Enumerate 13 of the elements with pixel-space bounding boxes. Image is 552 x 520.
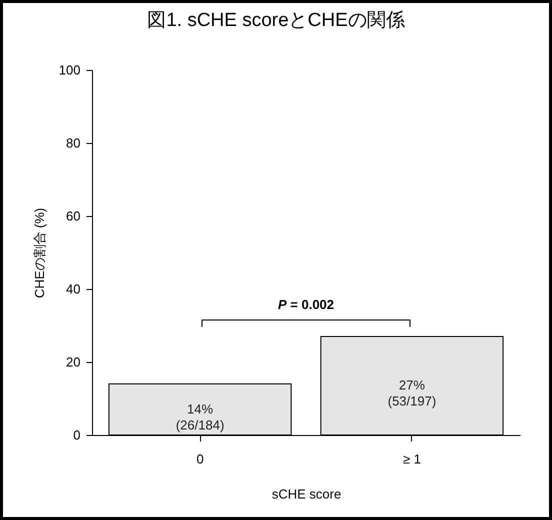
y-tick-label: 100	[58, 62, 80, 78]
data-label: 14% (26/184)	[176, 401, 224, 432]
y-tick-label: 60	[66, 208, 80, 224]
data-label: 27% (53/197)	[388, 378, 436, 409]
y-axis-title: CHEの割合 (%)	[32, 208, 47, 298]
y-tick-label: 0	[73, 428, 80, 442]
x-axis-title: sCHE score	[272, 486, 342, 502]
annotation: P = 0.002	[278, 297, 334, 312]
y-tick-label: 80	[66, 136, 80, 150]
x-tick-label: ≥ 1	[402, 452, 421, 466]
y-tick-label: 20	[66, 354, 80, 370]
chart-title: 図1. sCHE scoreとCHEの関係	[147, 10, 405, 31]
y-tick-label: 40	[66, 282, 80, 296]
